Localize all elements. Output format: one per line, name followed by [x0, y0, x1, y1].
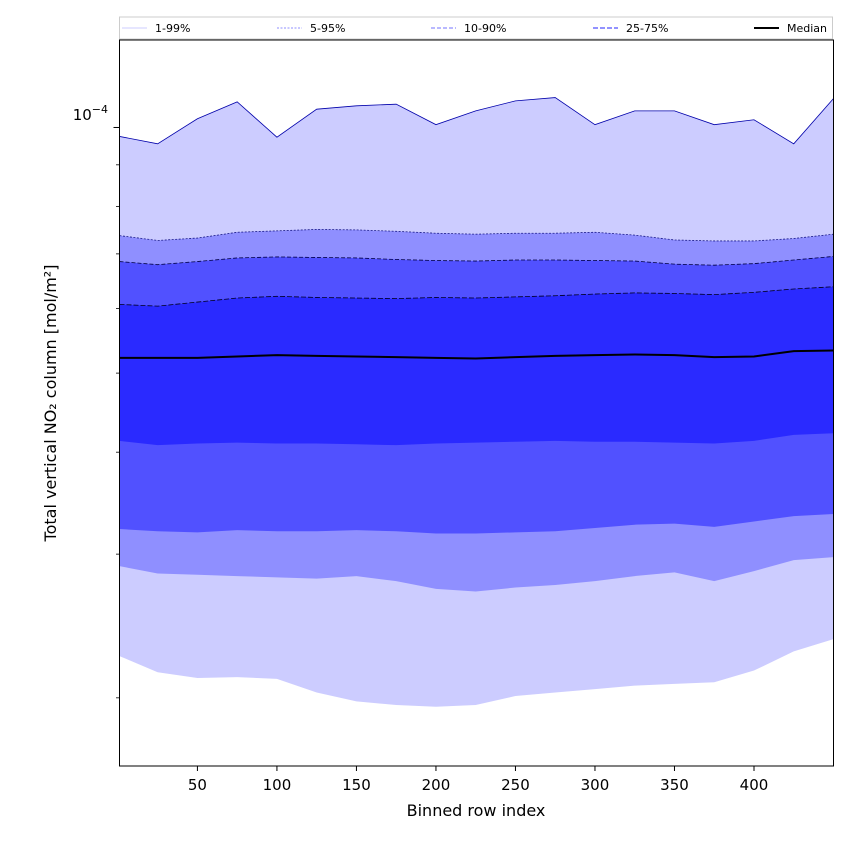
band-edge-10-90pct	[119, 256, 834, 266]
legend-label: 5-95%	[310, 22, 345, 35]
x-tick-label: 150	[342, 776, 371, 794]
legend-frame	[119, 16, 833, 40]
legend-label: 1-99%	[155, 22, 190, 35]
y-axis-label: Total vertical NO₂ column [mol/m²]	[41, 265, 60, 543]
legend-item: 10-90%	[431, 22, 506, 35]
y-axis	[113, 126, 120, 699]
legend-label: 10-90%	[464, 22, 506, 35]
x-tick-label: 400	[740, 776, 769, 794]
x-tick-label: 350	[660, 776, 689, 794]
x-axis: 50 100 150 200 250 300 350 400	[188, 766, 768, 794]
x-tick-label: 100	[263, 776, 292, 794]
x-axis-label: Binned row index	[407, 801, 546, 820]
plot-area-frame	[119, 39, 834, 767]
percentile-lines	[119, 97, 834, 360]
x-tick-label: 200	[422, 776, 451, 794]
percentile-bands	[119, 97, 834, 707]
band-edge-5-95pct	[119, 229, 834, 242]
y-tick-label-exponent: −4	[92, 103, 108, 116]
legend-item: 25-75%	[593, 22, 668, 35]
legend: 1-99% 5-95% 10-90% 25-75% Median	[119, 16, 833, 40]
y-tick-label-1e-4: 10−4	[73, 103, 108, 124]
y-tick-label-base: 10	[73, 106, 92, 124]
legend-label: 25-75%	[626, 22, 668, 35]
x-tick-label: 300	[581, 776, 610, 794]
band-edge-25-75pct	[119, 286, 834, 307]
legend-label: Median	[787, 22, 827, 35]
band-edge-1-99pct	[119, 97, 834, 145]
legend-item: 5-95%	[277, 22, 345, 35]
legend-item: Median	[754, 22, 827, 35]
median-line	[119, 349, 834, 360]
legend-item: 1-99%	[122, 22, 190, 35]
band-25-75pct	[119, 286, 834, 446]
x-tick-label: 250	[501, 776, 530, 794]
x-tick-label: 50	[188, 776, 207, 794]
